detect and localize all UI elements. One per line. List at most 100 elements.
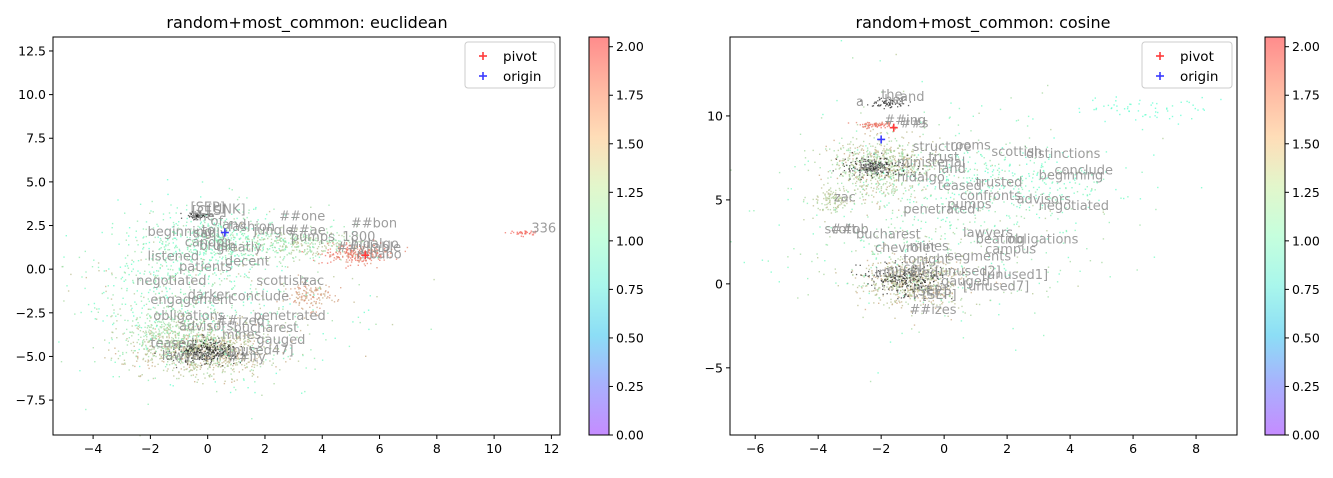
scatter-point xyxy=(255,323,257,326)
scatter-point xyxy=(925,178,927,181)
scatter-point xyxy=(376,253,378,255)
scatter-point xyxy=(230,237,233,239)
scatter-point xyxy=(194,349,196,351)
scatter-point xyxy=(280,262,282,264)
scatter-point xyxy=(306,295,308,298)
scatter-point xyxy=(224,353,226,355)
scatter-point xyxy=(234,285,236,287)
scatter-point xyxy=(254,241,256,244)
scatter-point xyxy=(117,357,120,360)
scatter-point xyxy=(84,250,86,253)
scatter-point xyxy=(310,291,312,293)
scatter-point xyxy=(329,251,332,253)
scatter-point xyxy=(246,236,248,238)
scatter-point xyxy=(251,258,253,260)
scatter-point xyxy=(149,314,151,317)
scatter-point xyxy=(888,185,890,187)
scatter-point xyxy=(206,333,209,335)
scatter-point xyxy=(260,239,262,241)
scatter-point xyxy=(132,279,134,282)
scatter-point-dark xyxy=(219,346,221,348)
scatter-point xyxy=(217,297,219,300)
scatter-point xyxy=(155,319,157,321)
scatter-point xyxy=(294,246,296,248)
scatter-point xyxy=(266,213,268,216)
scatter-point xyxy=(356,234,359,237)
scatter-point xyxy=(530,230,532,232)
scatter-point xyxy=(304,237,306,240)
scatter-point xyxy=(897,160,899,162)
scatter-point xyxy=(181,252,183,254)
scatter-point xyxy=(877,173,879,175)
scatter-point xyxy=(210,248,212,250)
scatter-point xyxy=(255,288,257,290)
scatter-point xyxy=(875,124,877,127)
scatter-point xyxy=(118,376,120,378)
scatter-point xyxy=(180,329,183,331)
scatter-point xyxy=(166,343,168,345)
scatter-point xyxy=(139,203,142,205)
scatter-point xyxy=(220,246,223,248)
scatter-point xyxy=(233,370,235,373)
scatter-point xyxy=(156,311,158,313)
scatter-point xyxy=(854,166,857,168)
scatter-point xyxy=(81,276,83,278)
scatter-point xyxy=(849,147,852,149)
scatter-point xyxy=(908,189,910,191)
scatter-point xyxy=(254,391,256,394)
scatter-point xyxy=(880,186,883,188)
scatter-point xyxy=(848,175,851,178)
scatter-point xyxy=(243,233,246,235)
chart-title: random+most_common: euclidean xyxy=(166,13,447,33)
scatter-point xyxy=(230,249,233,251)
scatter-point xyxy=(319,230,321,232)
scatter-point xyxy=(882,295,884,297)
scatter-point xyxy=(323,250,325,252)
scatter-point xyxy=(228,241,230,243)
scatter-point xyxy=(888,137,890,139)
scatter-point xyxy=(248,212,250,214)
scatter-point xyxy=(252,245,254,248)
scatter-point xyxy=(273,208,275,210)
scatter-point xyxy=(97,262,100,264)
scatter-point xyxy=(157,341,159,343)
scatter-point xyxy=(155,274,157,277)
scatter-point xyxy=(177,339,179,342)
scatter-point xyxy=(345,250,348,252)
scatter-point xyxy=(231,243,233,245)
scatter-point xyxy=(370,259,373,262)
scatter-point xyxy=(162,331,164,333)
scatter-point xyxy=(185,224,187,227)
scatter-point xyxy=(804,157,807,159)
scatter-point xyxy=(282,248,284,251)
scatter-point xyxy=(218,323,221,325)
scatter-point xyxy=(246,322,248,324)
scatter-point xyxy=(296,336,298,339)
scatter-point xyxy=(180,262,182,264)
scatter-point xyxy=(167,350,169,352)
scatter-point xyxy=(207,236,209,239)
scatter-point xyxy=(205,253,207,255)
scatter-point xyxy=(214,308,216,311)
scatter-point xyxy=(216,335,219,337)
scatter-point xyxy=(191,232,193,234)
scatter-point xyxy=(178,342,180,344)
scatter-point xyxy=(829,193,831,195)
scatter-point xyxy=(192,281,194,284)
scatter-point xyxy=(893,190,895,192)
scatter-point-dark xyxy=(208,339,210,341)
scatter-point xyxy=(213,251,215,253)
scatter-point xyxy=(256,240,259,242)
scatter-point xyxy=(155,355,157,358)
scatter-point xyxy=(843,159,846,161)
scatter-point xyxy=(186,339,189,342)
scatter-point xyxy=(166,330,169,332)
scatter-point xyxy=(312,310,314,313)
scatter-point xyxy=(195,300,197,302)
scatter-point-dark xyxy=(228,344,230,346)
scatter-point xyxy=(310,225,312,228)
scatter-point xyxy=(182,225,185,227)
scatter-point xyxy=(358,284,360,286)
scatter-point-dark xyxy=(221,352,223,354)
scatter-point xyxy=(291,340,293,343)
